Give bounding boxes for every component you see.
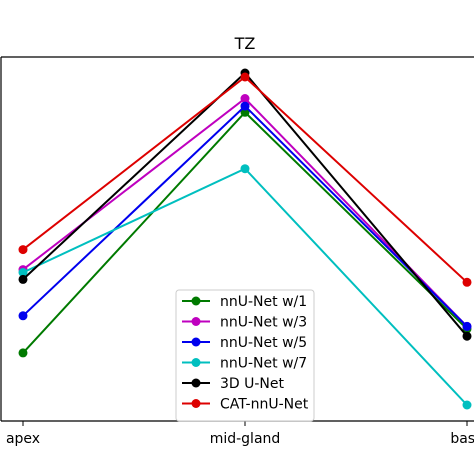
data-point: [462, 400, 472, 410]
legend: nnU-Net w/1 nnU-Net w/3 nnU-Net w/5 nnU-Net…: [175, 289, 315, 422]
legend-marker: [191, 296, 201, 306]
x-tick-label: apex: [6, 431, 40, 447]
data-point: [240, 107, 250, 117]
legend-marker: [191, 317, 201, 326]
legend-marker: [191, 399, 201, 408]
legend-box: [175, 289, 315, 422]
series-3: [18, 164, 472, 410]
legend-label: nnU-Net w/1: [220, 294, 307, 310]
data-point: [18, 245, 28, 255]
data-point: [240, 72, 250, 82]
x-axis: apex mid-gland base: [0, 56, 474, 447]
legend-marker: [191, 378, 201, 388]
series-2: [18, 101, 472, 331]
legend-label: nnU-Net w/5: [220, 335, 307, 351]
x-tick-label: mid-gland: [210, 431, 281, 447]
data-point: [240, 164, 250, 174]
series-5: [18, 72, 472, 287]
legend-marker: [191, 358, 201, 367]
x-tick-label: base: [450, 431, 474, 447]
data-point: [18, 274, 28, 284]
legend-label: nnU-Net w/7: [220, 356, 307, 372]
legend-label: CAT-nnU-Net: [220, 397, 309, 413]
data-point: [18, 268, 28, 277]
chart-title: TZ: [234, 34, 256, 53]
legend-label: nnU-Net w/3: [220, 315, 307, 331]
data-point: [18, 311, 28, 321]
data-point: [18, 348, 28, 358]
legend-marker: [191, 337, 201, 347]
data-point: [462, 277, 472, 287]
plot-area: [18, 68, 472, 410]
data-point: [240, 94, 250, 103]
data-point: [462, 331, 472, 341]
data-point: [462, 321, 472, 331]
legend-label: 3D U-Net: [220, 376, 285, 392]
data-point: [240, 101, 250, 111]
